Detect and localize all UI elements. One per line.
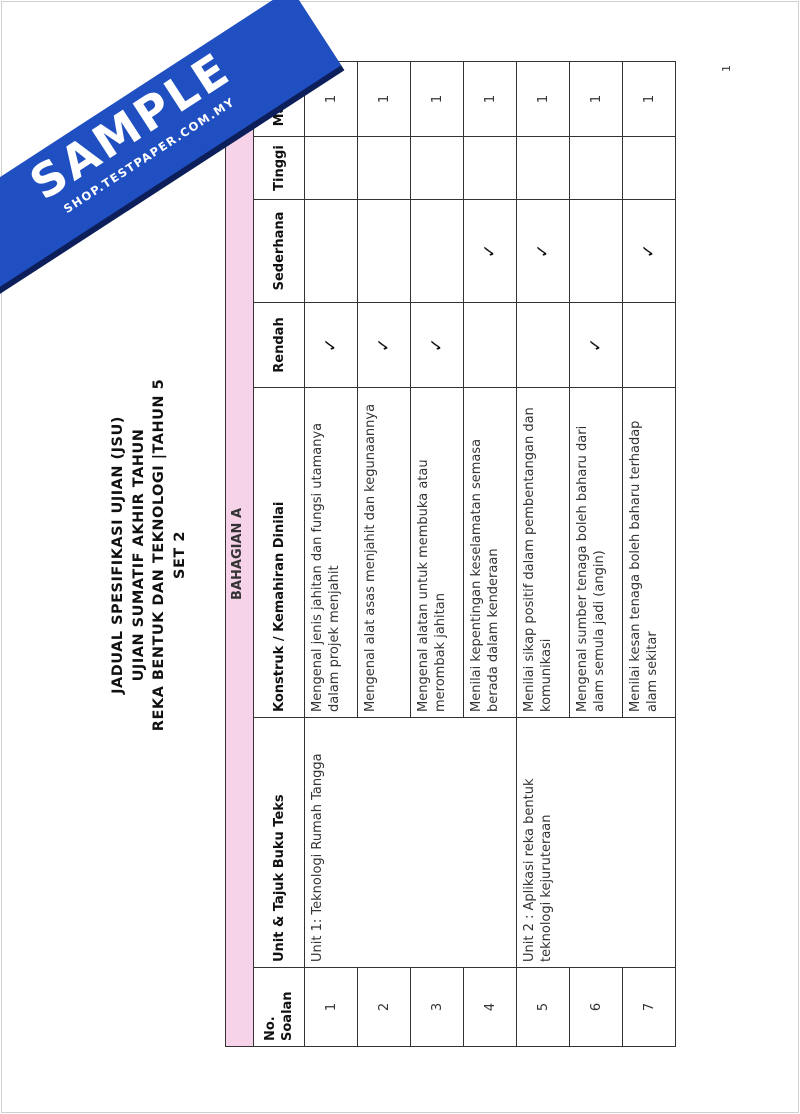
unit-cell: Unit 2 : Aplikasi reka bentuk teknologi …	[516, 717, 676, 968]
sederhana-cell	[357, 199, 411, 303]
rendah-cell	[463, 302, 517, 388]
tinggi-cell	[516, 136, 570, 200]
konstruk-cell: Menilai sikap positif dalam pembentangan…	[516, 387, 570, 718]
konstruk-cell: Mengenal alatan untuk membuka atau merom…	[410, 387, 464, 718]
markah-cell: 1	[463, 61, 517, 137]
question-number: 3	[410, 967, 464, 1047]
col-header-unit: Unit & Tajuk Buku Teks	[253, 717, 305, 968]
markah-cell: 1	[569, 61, 623, 137]
konstruk-cell: Mengenal alat asas menjahit dan kegunaan…	[357, 387, 411, 718]
markah-cell: 1	[357, 61, 411, 137]
title-line: UJIAN SUMATIF AKHIR TAHUN	[130, 428, 147, 682]
sederhana-cell	[569, 199, 623, 303]
title-line: JADUAL SPESIFIKASI UJIAN (JSU)	[110, 416, 126, 694]
konstruk-cell: Mengenal sumber tenaga boleh baharu dari…	[569, 387, 623, 718]
question-number: 2	[357, 967, 411, 1047]
question-number: 5	[516, 967, 570, 1047]
title-line: REKA BENTUK DAN TEKNOLOGI |TAHUN 5	[151, 378, 167, 732]
markah-cell: 1	[516, 61, 570, 137]
tinggi-cell	[304, 136, 358, 200]
col-header-rendah: Rendah	[253, 302, 305, 388]
table-row: 1 Unit 1: Teknologi Rumah Tangga Mengenal …	[304, 61, 517, 1047]
konstruk-cell: Mengenal jenis jahitan dan fungsi utaman…	[304, 387, 358, 718]
konstruk-cell: Menilai kepentingan keselamatan semasa b…	[463, 387, 517, 718]
col-header-tinggi: Tinggi	[253, 136, 305, 200]
question-number: 7	[622, 967, 676, 1047]
rendah-cell: ✓	[410, 302, 464, 388]
sederhana-cell: ✓	[463, 199, 517, 303]
title-line: SET 2	[171, 531, 188, 579]
markah-cell: 1	[622, 61, 676, 137]
tinggi-cell	[569, 136, 623, 200]
section-header: BAHAGIAN A	[225, 61, 254, 1047]
rendah-cell: ✓	[304, 302, 358, 388]
sederhana-cell	[304, 199, 358, 303]
document-title: JADUAL SPESIFIKASI UJIAN (JSU) UJIAN SUM…	[108, 305, 190, 805]
page-number: 1	[720, 65, 733, 72]
markah-cell: 1	[410, 61, 464, 137]
tinggi-cell	[357, 136, 411, 200]
tinggi-cell	[410, 136, 464, 200]
sederhana-cell	[410, 199, 464, 303]
rendah-cell	[516, 302, 570, 388]
question-number: 6	[569, 967, 623, 1047]
tinggi-cell	[622, 136, 676, 200]
question-number: 4	[463, 967, 517, 1047]
question-number: 1	[304, 967, 358, 1047]
table-row: 5 Unit 2 : Aplikasi reka bentuk teknologi…	[516, 61, 676, 1047]
konstruk-cell: Menilai kesan tenaga boleh baharu terhad…	[622, 387, 676, 718]
header-row: No. Soalan Unit & Tajuk Buku Teks Konstr…	[253, 61, 305, 1047]
rendah-cell	[622, 302, 676, 388]
sederhana-cell: ✓	[516, 199, 570, 303]
rendah-cell: ✓	[569, 302, 623, 388]
jsu-table: BAHAGIAN A No. Soalan Unit & Tajuk Buku …	[225, 61, 676, 1047]
rendah-cell: ✓	[357, 302, 411, 388]
col-header-no: No. Soalan	[253, 967, 305, 1047]
sederhana-cell: ✓	[622, 199, 676, 303]
col-header-sederhana: Sederhana	[253, 199, 305, 303]
unit-cell: Unit 1: Teknologi Rumah Tangga	[304, 717, 517, 968]
col-header-konstruk: Konstruk / Kemahiran Dinilai	[253, 387, 305, 718]
tinggi-cell	[463, 136, 517, 200]
